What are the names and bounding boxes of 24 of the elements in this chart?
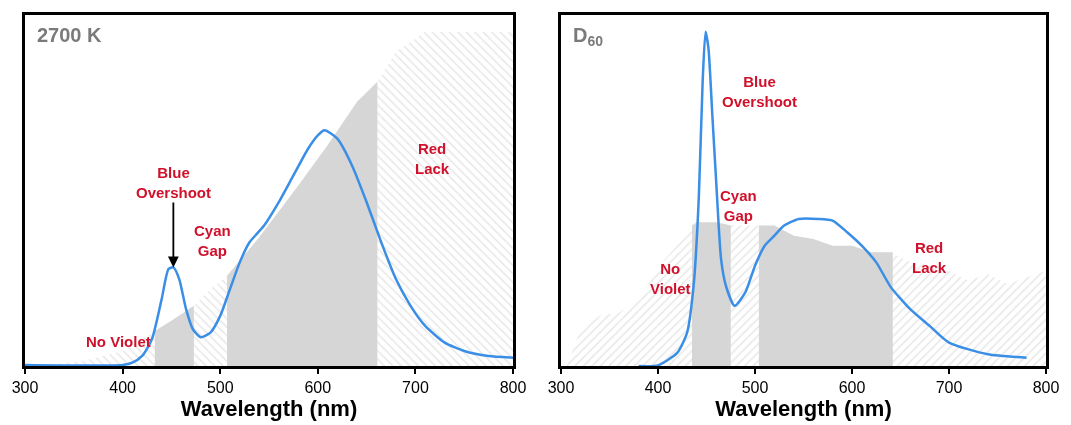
x-tick-label: 400 bbox=[644, 378, 672, 396]
annotation: No Violet bbox=[650, 260, 691, 297]
annotation: Red Lack bbox=[912, 239, 947, 276]
annotation: Cyan Gap bbox=[194, 222, 231, 259]
annotation: Cyan Gap bbox=[720, 187, 757, 224]
x-axis-title: Wavelength (nm) bbox=[715, 395, 892, 421]
x-tick-label: 800 bbox=[499, 378, 527, 396]
annotation: Blue Overshoot bbox=[136, 164, 212, 201]
annotation: No Violet bbox=[86, 333, 151, 350]
x-tick-label: 500 bbox=[206, 378, 234, 396]
x-tick-label: 400 bbox=[109, 378, 137, 396]
x-tick-label: 500 bbox=[741, 378, 769, 396]
x-tick-label: 300 bbox=[547, 378, 575, 396]
x-tick-label: 800 bbox=[1032, 378, 1060, 396]
x-tick-label: 300 bbox=[11, 378, 39, 396]
x-tick-label: 700 bbox=[935, 378, 963, 396]
x-tick-label: 600 bbox=[304, 378, 332, 396]
annotation: Blue Overshoot bbox=[722, 73, 798, 110]
x-tick-label: 600 bbox=[838, 378, 866, 396]
x-axis-title: Wavelength (nm) bbox=[180, 395, 358, 421]
annotation: Red Lack bbox=[415, 140, 450, 177]
chart-title: D$_{60}$ bbox=[573, 24, 604, 50]
x-tick-label: 700 bbox=[402, 378, 429, 396]
chart-title: 2700 K bbox=[37, 24, 103, 46]
